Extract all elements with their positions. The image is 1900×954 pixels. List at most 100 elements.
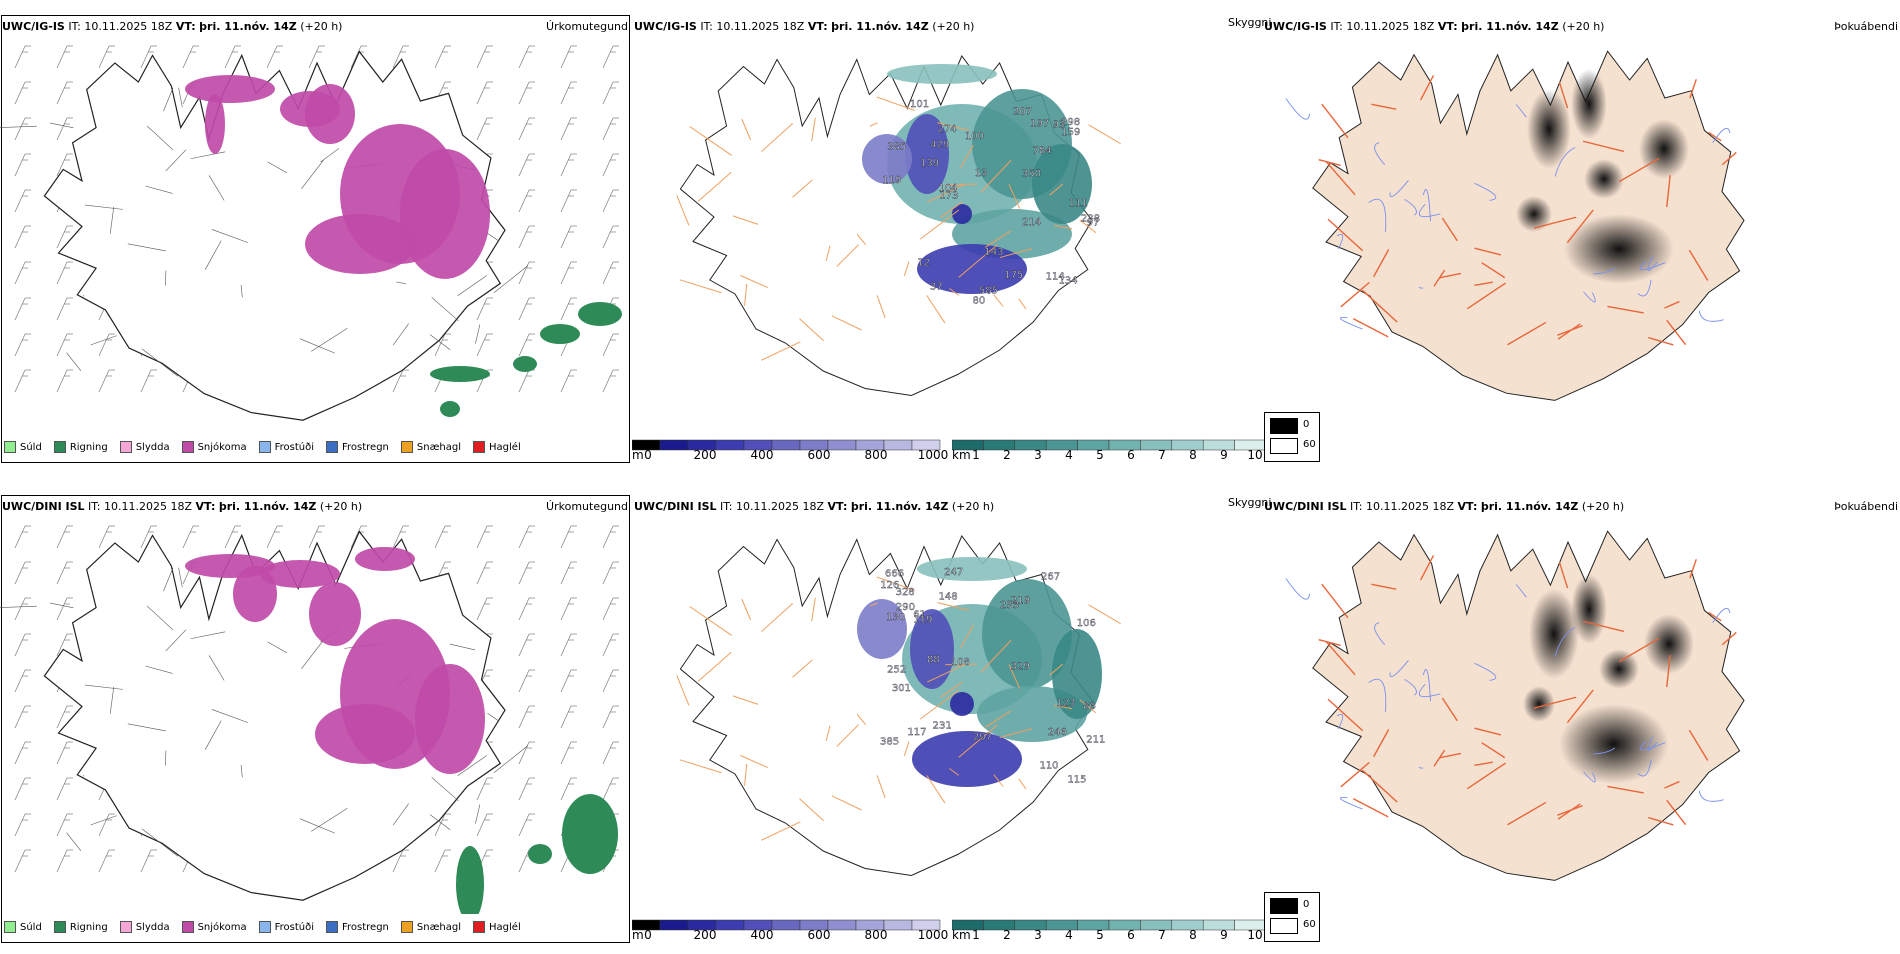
wind-barb [140, 525, 157, 549]
wind-barb [224, 45, 241, 69]
precip-type-panel: UWC/IG-IS IT: 10.11.2025 18Z VT: þri. 11… [0, 14, 632, 474]
ceiling-tick: 1000 [917, 448, 949, 462]
visibility-colorbar-swatches [951, 439, 1267, 451]
ceiling-tick: 800 [864, 448, 888, 462]
legend-label: Frostregn [342, 441, 389, 453]
low-ceiling-area [862, 134, 912, 184]
wind-barb [476, 597, 493, 621]
rivers [1285, 98, 1731, 330]
ceiling-tick: 200 [693, 448, 717, 462]
wind-barb [56, 153, 73, 177]
legend-label: Slydda [135, 921, 170, 933]
visibility-tick: 10 [1247, 448, 1263, 462]
roads [0, 567, 529, 857]
visibility-area [887, 64, 997, 84]
visibility-area [982, 579, 1072, 689]
model-name: UWC/DINI ISL [2, 500, 85, 513]
wind-barb [56, 777, 73, 801]
ceiling-label: 247 [944, 567, 963, 578]
colorbar-swatch [827, 919, 857, 931]
ceiling-label: 108 [951, 657, 970, 668]
ceiling-label: 100 [965, 131, 984, 142]
visibility-tick: 7 [1158, 448, 1166, 462]
wind-barb [602, 261, 619, 285]
ceiling-label: 253 [1000, 600, 1019, 611]
ceiling-label: 101 [910, 99, 929, 110]
wind-barb [602, 117, 619, 141]
ceiling-label: 117 [907, 727, 926, 738]
legend-item: Slydda [119, 441, 170, 453]
it-label: IT: [700, 20, 713, 33]
legend-swatch [53, 441, 66, 453]
wind-barb [56, 741, 73, 765]
fog-area [1564, 214, 1674, 284]
wind-barb [56, 849, 73, 873]
colorbar-swatch [1140, 919, 1173, 931]
ceiling-label: 385 [880, 736, 899, 747]
ceiling-label: 159 [1061, 127, 1080, 138]
wind-barb [56, 81, 73, 105]
visibility-unit: km [952, 928, 971, 942]
colorbar-swatch [659, 919, 689, 931]
fog-area [1644, 614, 1694, 674]
ceiling-label: 114 [1046, 272, 1065, 283]
fog-area [1559, 704, 1669, 784]
panel-header: UWC/IG-IS IT: 10.11.2025 18Z VT: þri. 11… [2, 20, 342, 33]
it-value: 10.11.2025 18Z [104, 500, 193, 513]
snow-area [355, 547, 415, 571]
wind-barb [560, 45, 577, 69]
panel-header: UWC/DINI ISL IT: 10.11.2025 18Z VT: þri.… [1264, 500, 1624, 513]
wind-barb [518, 813, 535, 837]
it-value: 10.11.2025 18Z [716, 20, 805, 33]
vt-value: þri. 11.nóv. 14Z [1480, 500, 1579, 513]
wind-barb [560, 777, 577, 801]
roads [0, 87, 529, 377]
legend-label: Snjókoma [197, 921, 247, 933]
wind-barb [602, 561, 619, 585]
wind-barb [518, 81, 535, 105]
ceiling-tick: 0 [644, 448, 652, 462]
snow-area [400, 149, 490, 279]
vt-label: VT: [1437, 20, 1458, 33]
wind-barb [560, 297, 577, 321]
legend-item: Snjókoma [181, 921, 247, 933]
visibility-area [917, 557, 1027, 581]
wind-barb [560, 633, 577, 657]
wind-barb [476, 297, 493, 321]
ceiling-tick: 200 [693, 928, 717, 942]
legend-label: Rigning [69, 441, 108, 453]
fog-map [1285, 530, 1745, 881]
ceiling-label: 274 [938, 124, 957, 135]
ceiling-label: 238 [1081, 213, 1100, 224]
visibility-tick: 2 [1003, 448, 1011, 462]
model-name: UWC/IG-IS [634, 20, 697, 33]
wind-barb [560, 117, 577, 141]
ceiling-label: 106 [1077, 618, 1096, 629]
legend-swatch [119, 441, 132, 453]
legend-label: Frostúði [274, 441, 314, 453]
wind-barb [266, 525, 283, 549]
snow-area [205, 94, 225, 154]
ceiling-label: 104 [938, 183, 957, 194]
ceiling-label: 86 [1083, 701, 1096, 712]
colorbar-swatch [1202, 439, 1235, 451]
legend-swatch [400, 921, 413, 933]
it-value: 10.11.2025 18Z [1366, 500, 1455, 513]
legend-item: Súld [4, 921, 42, 933]
fog-panel: UWC/DINI ISL IT: 10.11.2025 18Z VT: þri.… [1264, 494, 1900, 954]
lead-time: (+20 h) [932, 20, 975, 33]
ceiling-colorbar-swatches [631, 919, 941, 931]
ceiling-label: 298 [1061, 117, 1080, 128]
wind-barb [518, 225, 535, 249]
vt-value: þri. 11.nóv. 14Z [1461, 20, 1559, 33]
panel-title: Þokuábendi [1834, 500, 1898, 513]
wind-barb [518, 633, 535, 657]
wind-barb [308, 45, 325, 69]
fog-area [1571, 69, 1607, 139]
wind-barb [56, 333, 73, 357]
wind-barb [56, 225, 73, 249]
ceiling-label: 110 [1039, 761, 1058, 772]
fog-area [1527, 89, 1571, 169]
ceiling-label: 143 [984, 247, 1003, 258]
ceiling-label: 130 [886, 612, 905, 623]
